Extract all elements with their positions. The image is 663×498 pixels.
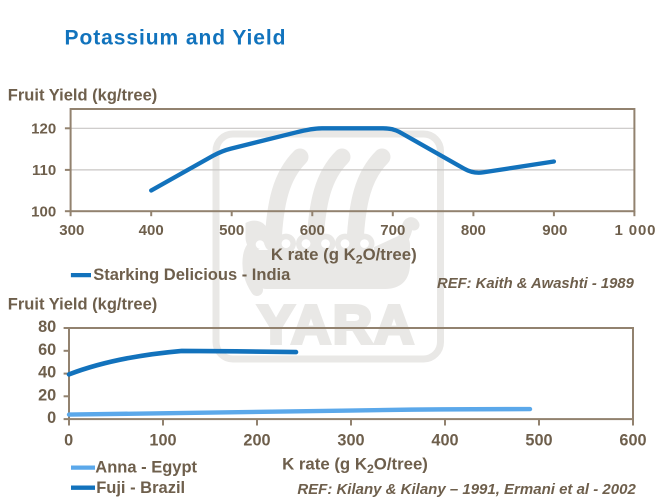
svg-text:Potassium and Yield: Potassium and Yield [65, 27, 286, 50]
svg-text:Fruit Yield (kg/tree): Fruit Yield (kg/tree) [8, 86, 157, 104]
svg-text:600: 600 [300, 222, 325, 239]
svg-text:REF: Kilany & Kilany – 1991, E: REF: Kilany & Kilany – 1991, Ermani et a… [297, 481, 636, 498]
svg-text:REF: Kaith & Awashti - 1989: REF: Kaith & Awashti - 1989 [437, 276, 635, 292]
svg-text:110: 110 [32, 162, 56, 179]
svg-text:600: 600 [619, 431, 646, 449]
svg-text:40: 40 [38, 364, 56, 382]
svg-text:20: 20 [38, 386, 56, 404]
svg-text:800: 800 [461, 222, 486, 239]
svg-text:100: 100 [149, 431, 176, 449]
svg-text:400: 400 [139, 222, 164, 239]
svg-text:K rate (g K2O/tree): K rate (g K2O/tree) [271, 245, 417, 267]
svg-text:0: 0 [64, 431, 73, 449]
svg-text:100: 100 [31, 203, 56, 220]
svg-text:80: 80 [38, 318, 56, 336]
svg-text:500: 500 [219, 222, 244, 239]
svg-text:300: 300 [337, 431, 364, 449]
svg-text:0: 0 [47, 409, 56, 427]
svg-text:1 000: 1 000 [615, 222, 656, 239]
svg-text:Fuji - Brazil: Fuji - Brazil [96, 479, 185, 497]
svg-text:YARA: YARA [258, 295, 416, 355]
svg-text:200: 200 [243, 431, 270, 449]
svg-text:Starking Delicious - India: Starking Delicious - India [93, 266, 291, 284]
svg-text:700: 700 [380, 222, 405, 239]
svg-text:Fruit Yield (kg/tree): Fruit Yield (kg/tree) [8, 295, 157, 313]
svg-text:300: 300 [59, 222, 84, 239]
svg-text:400: 400 [431, 431, 458, 449]
svg-text:60: 60 [38, 341, 56, 359]
svg-text:500: 500 [525, 431, 552, 449]
svg-text:900: 900 [542, 222, 567, 239]
svg-text:K rate (g K2O/tree): K rate (g K2O/tree) [282, 454, 428, 476]
svg-text:120: 120 [31, 120, 56, 137]
svg-text:Anna - Egypt: Anna - Egypt [95, 459, 197, 477]
